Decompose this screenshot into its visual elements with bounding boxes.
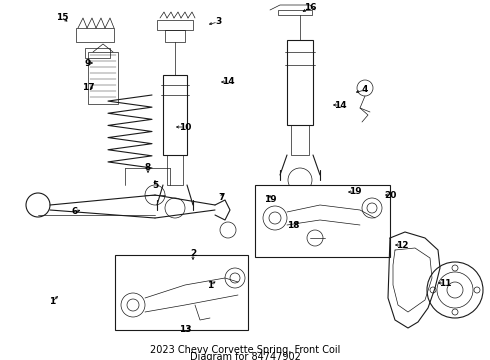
Bar [76,28,114,42]
Bar [291,125,309,155]
Text: 17: 17 [82,84,94,93]
Text: 10: 10 [179,122,191,131]
Text: 6: 6 [72,207,78,216]
Text: 13: 13 [179,325,191,334]
Text: 18: 18 [287,220,299,230]
Bar [255,185,390,257]
Text: 7: 7 [219,194,225,202]
Bar [115,255,248,330]
Text: Diagram for 84747902: Diagram for 84747902 [190,352,300,360]
Text: 16: 16 [304,4,316,13]
Text: 19: 19 [349,188,361,197]
Text: 15: 15 [56,13,68,22]
Bar [163,75,187,155]
Text: 2: 2 [190,248,196,257]
Bar [287,40,313,125]
Bar [88,52,118,104]
Text: 1: 1 [49,297,55,306]
Text: 8: 8 [145,163,151,172]
Text: 14: 14 [334,100,346,109]
Text: 9: 9 [85,58,91,68]
Bar [167,155,183,185]
Text: 20: 20 [384,190,396,199]
Bar [165,30,185,42]
Text: 2023 Chevy Corvette Spring, Front Coil: 2023 Chevy Corvette Spring, Front Coil [150,345,340,355]
Text: 4: 4 [362,85,368,94]
Text: 12: 12 [396,240,408,249]
Text: 5: 5 [152,180,158,189]
Bar [85,48,110,58]
Text: 1: 1 [207,280,213,289]
Text: 11: 11 [439,279,451,288]
Bar [157,20,193,30]
Bar [278,10,312,15]
Text: 14: 14 [221,77,234,86]
Text: 19: 19 [264,195,276,204]
Text: 3: 3 [215,18,221,27]
